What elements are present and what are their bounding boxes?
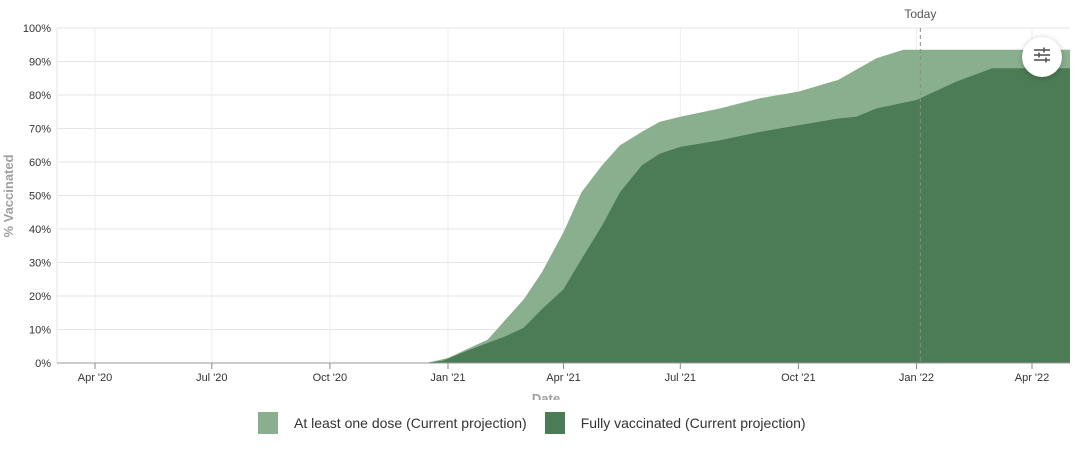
x-tick-label: Apr '22 <box>1015 372 1050 384</box>
sliders-icon <box>1033 47 1051 68</box>
legend-label-first-dose: At least one dose (Current projection) <box>294 415 527 431</box>
x-tick-label: Apr '21 <box>546 372 581 384</box>
y-tick-label: 0% <box>35 358 51 370</box>
legend-label-fully-vaccinated: Fully vaccinated (Current projection) <box>580 415 806 431</box>
legend-swatch-first-dose <box>258 412 278 434</box>
x-tick-label: Jul '20 <box>196 372 227 384</box>
x-tick-label: Jan '22 <box>899 372 934 384</box>
y-axis-title: % Vaccinated <box>1 154 16 237</box>
y-tick-label: 10% <box>29 325 51 337</box>
y-tick-label: 50% <box>29 191 51 203</box>
y-tick-label: 40% <box>29 224 51 236</box>
y-tick-label: 70% <box>29 124 51 136</box>
y-tick-label: 80% <box>29 90 51 102</box>
x-tick-label: Oct '21 <box>781 372 816 384</box>
vaccination-chart: 0% 10% 20% 30% 40% 50% 60% 70% 80% 90% 100% Apr '20… <box>1 7 1070 400</box>
y-tick-label: 60% <box>29 157 51 169</box>
legend-item-first-dose[interactable]: At least one dose (Current projection) <box>258 412 527 434</box>
today-marker: Today <box>904 7 936 363</box>
today-label: Today <box>904 7 936 21</box>
x-tick-label: Oct '20 <box>313 372 348 384</box>
y-tick-label: 20% <box>29 291 51 303</box>
area-fully-vaccinated <box>57 68 1070 363</box>
x-tick-label: Jan '21 <box>430 372 465 384</box>
axes: 0% 10% 20% 30% 40% 50% 60% 70% 80% 90% 100% Apr '20… <box>23 23 1070 384</box>
y-tick-label: 100% <box>23 23 51 35</box>
x-tick-label: Jul '21 <box>665 372 696 384</box>
plot-areas <box>57 49 1070 364</box>
x-tick-label: Apr '20 <box>78 372 113 384</box>
legend-swatch-fully-vaccinated <box>544 412 565 434</box>
x-axis-title: Date <box>532 391 560 400</box>
legend-item-fully-vaccinated[interactable]: Fully vaccinated (Current projection) <box>544 412 806 434</box>
y-tick-label: 30% <box>29 258 51 270</box>
filter-settings-button[interactable] <box>1022 37 1062 77</box>
legend: At least one dose (Current projection) F… <box>258 412 824 434</box>
y-tick-label: 90% <box>29 57 51 69</box>
